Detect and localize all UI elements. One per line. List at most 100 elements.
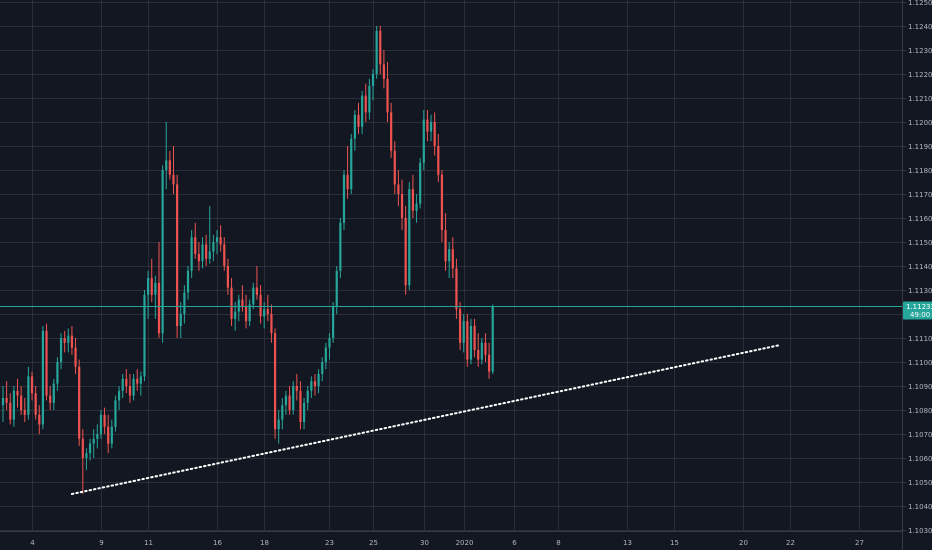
- candle-body: [154, 282, 157, 295]
- candle-body: [448, 249, 451, 262]
- time-tick-label: 22: [786, 539, 795, 547]
- candle-body: [462, 321, 465, 343]
- candle-body: [382, 64, 385, 79]
- candle-body: [469, 326, 473, 360]
- candle-body: [49, 395, 52, 403]
- candle-body: [487, 354, 491, 372]
- candle-body: [313, 381, 317, 386]
- candle-body: [332, 306, 335, 338]
- candle-body: [426, 119, 429, 132]
- candle-body: [277, 419, 280, 430]
- candle-body: [368, 86, 371, 113]
- candle-body: [81, 438, 84, 458]
- candle-body: [103, 414, 106, 427]
- candle-body: [419, 162, 422, 204]
- candle-body: [168, 160, 171, 175]
- price-tick-label: 1.12500: [908, 0, 932, 7]
- time-tick-label: 8: [556, 539, 560, 547]
- candle-body: [302, 402, 306, 422]
- candle-body: [440, 174, 444, 230]
- candle-body: [165, 160, 168, 170]
- candle-body: [429, 122, 433, 132]
- price-tick-label: 1.11300: [908, 287, 932, 295]
- price-axis[interactable]: 1.10300 1.10400 1.10500 1.10600 1.10700 1.108…: [902, 0, 932, 535]
- current-price-badge: 1.1123349:00: [903, 301, 932, 320]
- candle-body: [353, 114, 356, 139]
- candle-body: [335, 270, 338, 307]
- time-tick-label: 18: [260, 539, 269, 547]
- price-tick-label: 1.10600: [908, 455, 932, 463]
- candle-body: [136, 378, 139, 384]
- candle-body: [284, 395, 288, 406]
- time-tick-label: 2020: [456, 539, 474, 547]
- price-tick-label: 1.11900: [908, 143, 932, 151]
- candle-body: [306, 390, 309, 403]
- candle-body: [85, 453, 88, 458]
- candle-body: [99, 414, 103, 434]
- candle-body: [30, 376, 34, 394]
- candle-body: [357, 114, 360, 127]
- price-tick-label: 1.11100: [908, 335, 932, 343]
- candle-body: [34, 393, 37, 415]
- time-tick-label: 27: [855, 539, 864, 547]
- candle-body: [299, 390, 302, 422]
- time-tick-label: 11: [144, 539, 153, 547]
- price-tick-label: 1.12000: [908, 119, 932, 127]
- candle-body: [96, 434, 99, 439]
- time-tick-label: 6: [512, 539, 517, 547]
- time-tick-label: 9: [99, 539, 103, 547]
- candle-body: [117, 390, 121, 401]
- candle-body: [386, 78, 389, 113]
- candle-series: [1, 26, 494, 494]
- candle-body: [281, 405, 284, 420]
- price-tick-label: 1.12300: [908, 47, 932, 55]
- candle-body: [201, 244, 204, 262]
- dotted-trendline[interactable]: [70, 344, 781, 495]
- candle-body: [295, 386, 298, 391]
- candle-body: [16, 390, 19, 396]
- trendline-layer[interactable]: [70, 344, 781, 495]
- candle-body: [342, 174, 346, 223]
- candle-body: [444, 230, 447, 262]
- candle-body: [186, 270, 190, 293]
- candle-body: [78, 366, 81, 439]
- price-tick-label: 1.10700: [908, 431, 932, 439]
- candle-body: [88, 443, 92, 454]
- price-tick-label: 1.10300: [908, 527, 932, 535]
- candle-body: [23, 410, 26, 415]
- candle-body: [9, 402, 12, 420]
- candle-body: [194, 237, 197, 254]
- candle-body: [379, 30, 382, 65]
- candle-body: [197, 254, 200, 262]
- candle-body: [143, 294, 146, 377]
- candle-body: [125, 378, 128, 386]
- price-tick-label: 1.11400: [908, 263, 932, 271]
- candle-body: [273, 333, 277, 430]
- candle-body: [361, 95, 364, 127]
- candle-body: [458, 309, 462, 343]
- candle-body: [107, 426, 110, 444]
- candle-body: [5, 398, 8, 403]
- candle-body: [128, 386, 132, 396]
- grid-lines: [0, 0, 902, 531]
- time-axis[interactable]: 4 9 11 16 18 23 25 30 2020 6 8 13 15 20 22 27: [30, 539, 864, 547]
- candle-body: [400, 194, 404, 218]
- candle-body: [92, 438, 95, 444]
- price-tick-label: 1.11500: [908, 239, 932, 247]
- candle-body: [110, 426, 113, 444]
- candle-body: [371, 74, 375, 86]
- candle-body: [183, 292, 186, 314]
- candle-body: [132, 378, 135, 396]
- candle-body: [52, 383, 55, 403]
- candle-body: [20, 395, 23, 410]
- candle-body: [415, 203, 418, 211]
- candle-body: [38, 414, 41, 425]
- candle-body: [223, 244, 226, 266]
- candle-body: [1, 398, 5, 406]
- price-tick-label: 1.12100: [908, 95, 932, 103]
- candle-body: [408, 189, 411, 286]
- candle-body: [139, 376, 142, 384]
- candle-body: [226, 266, 230, 288]
- candle-body: [230, 287, 233, 319]
